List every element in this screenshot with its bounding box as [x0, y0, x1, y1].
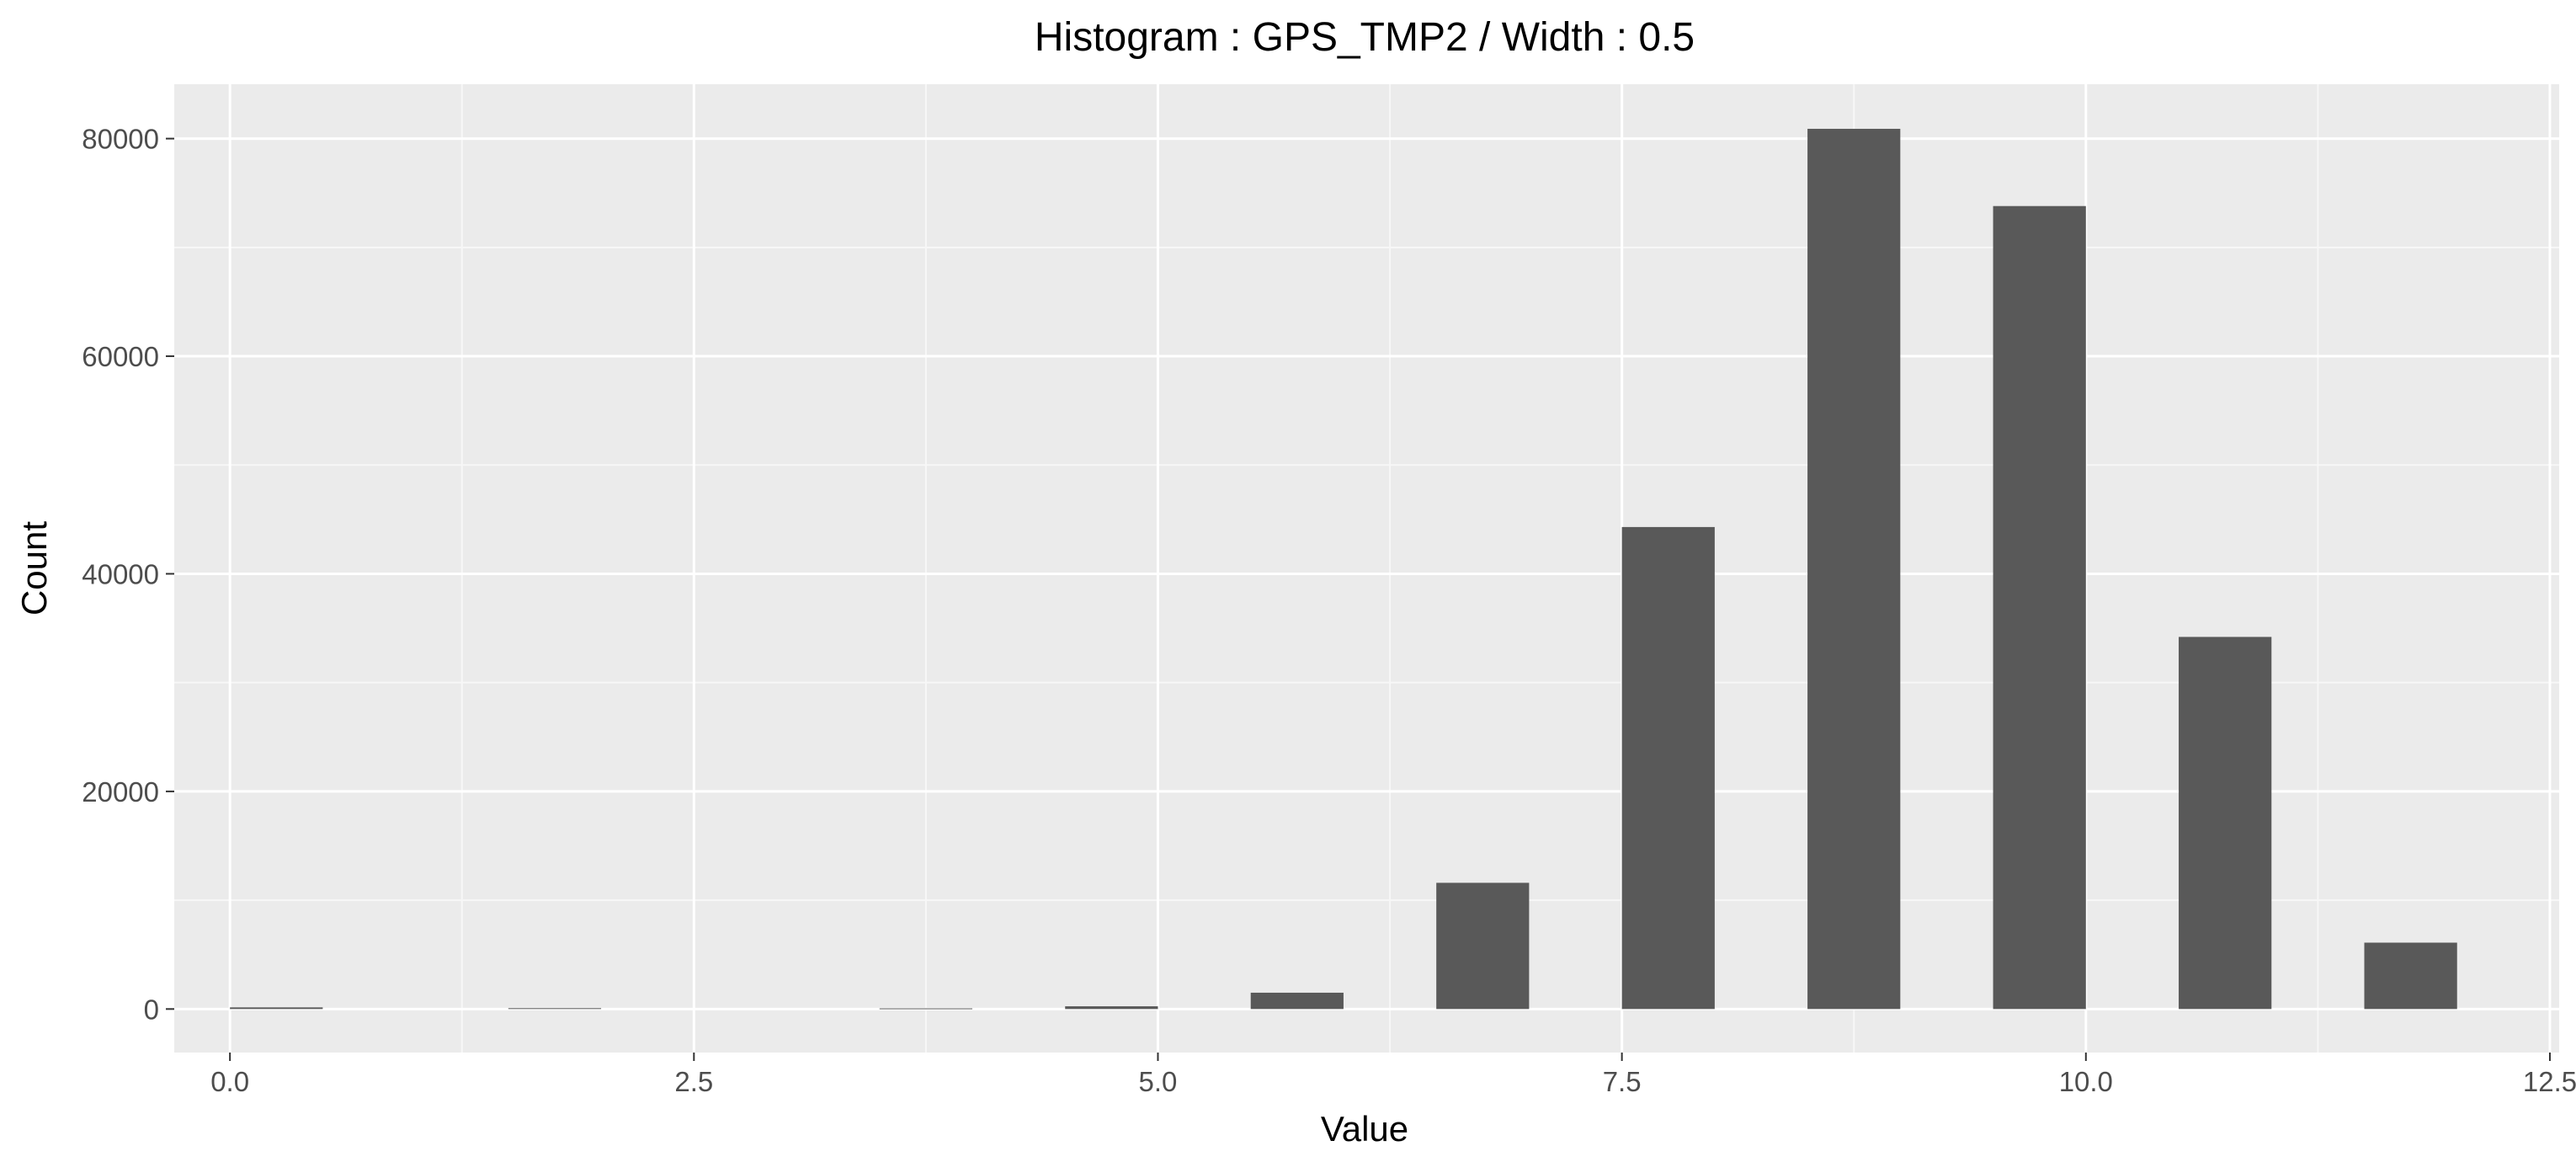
- grid-minor: [174, 84, 2559, 1053]
- x-tick-label: 2.5: [674, 1066, 713, 1097]
- histogram-bar: [1993, 205, 2086, 1010]
- histogram-bar: [1621, 526, 1715, 1010]
- y-tick-label: 20000: [82, 776, 159, 808]
- histogram-bar: [2179, 637, 2272, 1010]
- histogram-bar: [1436, 882, 1530, 1010]
- y-tick-label: 60000: [82, 341, 159, 372]
- histogram-bar: [1807, 128, 1901, 1010]
- chart-title: Histogram : GPS_TMP2 / Width : 0.5: [1035, 15, 1695, 60]
- x-tick-label: 5.0: [1139, 1066, 1178, 1097]
- histogram-bar: [1250, 992, 1344, 1010]
- y-axis-title: Count: [14, 521, 54, 616]
- histogram-bar: [2364, 942, 2457, 1010]
- bars: [230, 128, 2457, 1010]
- plot-panel: [174, 84, 2559, 1053]
- histogram-bar: [230, 1007, 323, 1010]
- y-tick-label: 40000: [82, 558, 159, 589]
- y-axis: 0 20000 40000 60000 80000: [82, 124, 174, 1025]
- histogram-bar: [1065, 1006, 1158, 1010]
- histogram-bar: [879, 1008, 973, 1010]
- x-axis: 0.0 2.5 5.0 7.5 10.0 12.5: [210, 1053, 2576, 1097]
- x-tick-label: 12.5: [2523, 1066, 2576, 1097]
- histogram-bar: [508, 1008, 602, 1010]
- x-tick-label: 0.0: [210, 1066, 249, 1097]
- x-tick-label: 7.5: [1603, 1066, 1642, 1097]
- y-tick-label: 80000: [82, 124, 159, 155]
- x-tick-label: 10.0: [2059, 1066, 2113, 1097]
- x-axis-title: Value: [1321, 1109, 1408, 1149]
- y-tick-label: 0: [144, 994, 159, 1025]
